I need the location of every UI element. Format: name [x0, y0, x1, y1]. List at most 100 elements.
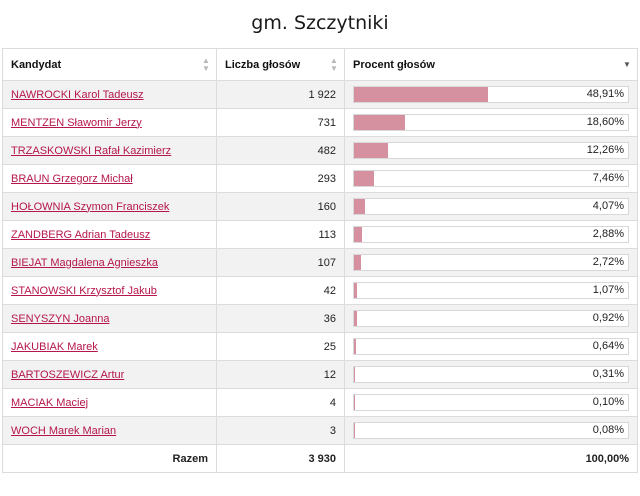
column-header-percent[interactable]: Procent głosów ▼ [344, 48, 638, 81]
percent-cell: 2,72% [344, 248, 638, 277]
candidate-cell: TRZASKOWSKI Rafał Kazimierz [2, 136, 217, 165]
percent-cell: 1,07% [344, 276, 638, 305]
votes-cell: 160 [216, 192, 345, 221]
candidate-link[interactable]: BARTOSZEWICZ Artur [11, 368, 125, 381]
percent-cell: 18,60% [344, 108, 638, 137]
column-header-candidate-label: Kandydat [11, 58, 62, 71]
percent-bar: 0,08% [353, 422, 629, 439]
candidate-cell: BRAUN Grzegorz Michał [2, 164, 217, 193]
sort-both-icon: ▲ ▼ [330, 55, 338, 73]
percent-bar: 12,26% [353, 142, 629, 159]
percent-bar-fill [354, 171, 375, 186]
percent-bar-fill [354, 227, 362, 242]
percent-cell: 0,64% [344, 332, 638, 361]
column-header-percent-label: Procent głosów [353, 58, 435, 71]
votes-cell: 107 [216, 248, 345, 277]
candidate-cell: MACIAK Maciej [2, 388, 217, 417]
percent-cell: 7,46% [344, 164, 638, 193]
votes-cell: 12 [216, 360, 345, 389]
table-row: BIEJAT Magdalena Agnieszka 107 2,72% [2, 248, 638, 277]
percent-bar-fill [354, 339, 356, 354]
percent-label: 2,72% [592, 256, 624, 268]
votes-cell: 25 [216, 332, 345, 361]
candidate-cell: BARTOSZEWICZ Artur [2, 360, 217, 389]
percent-bar-fill [354, 115, 405, 130]
percent-bar-fill [354, 199, 366, 214]
percent-label: 2,88% [592, 228, 624, 240]
column-header-votes-label: Liczba głosów [225, 58, 301, 71]
candidate-link[interactable]: MACIAK Maciej [11, 396, 89, 409]
table-row: JAKUBIAK Marek 25 0,64% [2, 332, 638, 361]
candidate-link[interactable]: SENYSZYN Joanna [11, 312, 110, 325]
candidate-cell: HOŁOWNIA Szymon Franciszek [2, 192, 217, 221]
percent-cell: 12,26% [344, 136, 638, 165]
percent-bar: 0,31% [353, 366, 629, 383]
results-table: Kandydat ▲ ▼ Liczba głosów ▲ ▼ Procent gło… [2, 48, 638, 473]
percent-label: 12,26% [586, 144, 624, 156]
candidate-cell: MENTZEN Sławomir Jerzy [2, 108, 217, 137]
total-percent: 100,00% [344, 444, 638, 473]
table-row: TRZASKOWSKI Rafał Kazimierz 482 12,26% [2, 136, 638, 165]
percent-bar: 1,07% [353, 282, 629, 299]
percent-label: 0,92% [592, 312, 624, 324]
page-title: gm. Szczytniki [251, 12, 389, 34]
percent-bar: 0,92% [353, 310, 629, 327]
percent-bar: 2,72% [353, 254, 629, 271]
candidate-cell: SENYSZYN Joanna [2, 304, 217, 333]
table-row: NAWROCKI Karol Tadeusz 1 922 48,91% [2, 80, 638, 109]
percent-bar-fill [354, 143, 388, 158]
percent-bar: 0,10% [353, 394, 629, 411]
percent-cell: 0,92% [344, 304, 638, 333]
percent-bar-fill [354, 283, 357, 298]
votes-cell: 293 [216, 164, 345, 193]
percent-bar: 7,46% [353, 170, 629, 187]
percent-bar-fill [354, 311, 357, 326]
total-votes: 3 930 [216, 444, 345, 473]
candidate-link[interactable]: WOCH Marek Marian [11, 424, 117, 437]
table-footer-row: Razem 3 930 100,00% [2, 444, 638, 473]
percent-cell: 0,08% [344, 416, 638, 445]
candidate-link[interactable]: MENTZEN Sławomir Jerzy [11, 116, 142, 129]
votes-cell: 113 [216, 220, 345, 249]
percent-label: 0,10% [592, 396, 624, 408]
table-row: STANOWSKI Krzysztof Jakub 42 1,07% [2, 276, 638, 305]
candidate-link[interactable]: STANOWSKI Krzysztof Jakub [11, 284, 157, 297]
table-row: SENYSZYN Joanna 36 0,92% [2, 304, 638, 333]
percent-cell: 2,88% [344, 220, 638, 249]
sort-both-icon: ▲ ▼ [202, 55, 210, 73]
percent-cell: 48,91% [344, 80, 638, 109]
percent-label: 0,31% [592, 368, 624, 380]
percent-label: 0,08% [592, 424, 624, 436]
votes-cell: 4 [216, 388, 345, 417]
candidate-cell: JAKUBIAK Marek [2, 332, 217, 361]
percent-cell: 0,10% [344, 388, 638, 417]
table-row: MACIAK Maciej 4 0,10% [2, 388, 638, 417]
percent-label: 1,07% [592, 284, 624, 296]
percent-label: 0,64% [592, 340, 624, 352]
candidate-link[interactable]: TRZASKOWSKI Rafał Kazimierz [11, 144, 172, 157]
candidate-cell: WOCH Marek Marian [2, 416, 217, 445]
percent-label: 48,91% [586, 88, 624, 100]
votes-cell: 731 [216, 108, 345, 137]
percent-cell: 4,07% [344, 192, 638, 221]
percent-cell: 0,31% [344, 360, 638, 389]
table-body: NAWROCKI Karol Tadeusz 1 922 48,91% MENTZEN… [2, 80, 638, 445]
table-row: WOCH Marek Marian 3 0,08% [2, 416, 638, 445]
column-header-candidate[interactable]: Kandydat ▲ ▼ [2, 48, 217, 81]
candidate-link[interactable]: HOŁOWNIA Szymon Franciszek [11, 200, 170, 213]
votes-cell: 42 [216, 276, 345, 305]
candidate-cell: ZANDBERG Adrian Tadeusz [2, 220, 217, 249]
percent-bar: 0,64% [353, 338, 629, 355]
candidate-link[interactable]: ZANDBERG Adrian Tadeusz [11, 228, 151, 241]
candidate-link[interactable]: NAWROCKI Karol Tadeusz [11, 88, 144, 101]
candidate-link[interactable]: BRAUN Grzegorz Michał [11, 172, 133, 185]
votes-cell: 482 [216, 136, 345, 165]
candidate-link[interactable]: BIEJAT Magdalena Agnieszka [11, 256, 158, 269]
table-row: BARTOSZEWICZ Artur 12 0,31% [2, 360, 638, 389]
percent-bar-fill [354, 87, 488, 102]
column-header-votes[interactable]: Liczba głosów ▲ ▼ [216, 48, 345, 81]
percent-bar: 48,91% [353, 86, 629, 103]
table-row: HOŁOWNIA Szymon Franciszek 160 4,07% [2, 192, 638, 221]
candidate-link[interactable]: JAKUBIAK Marek [11, 340, 98, 353]
candidate-cell: BIEJAT Magdalena Agnieszka [2, 248, 217, 277]
